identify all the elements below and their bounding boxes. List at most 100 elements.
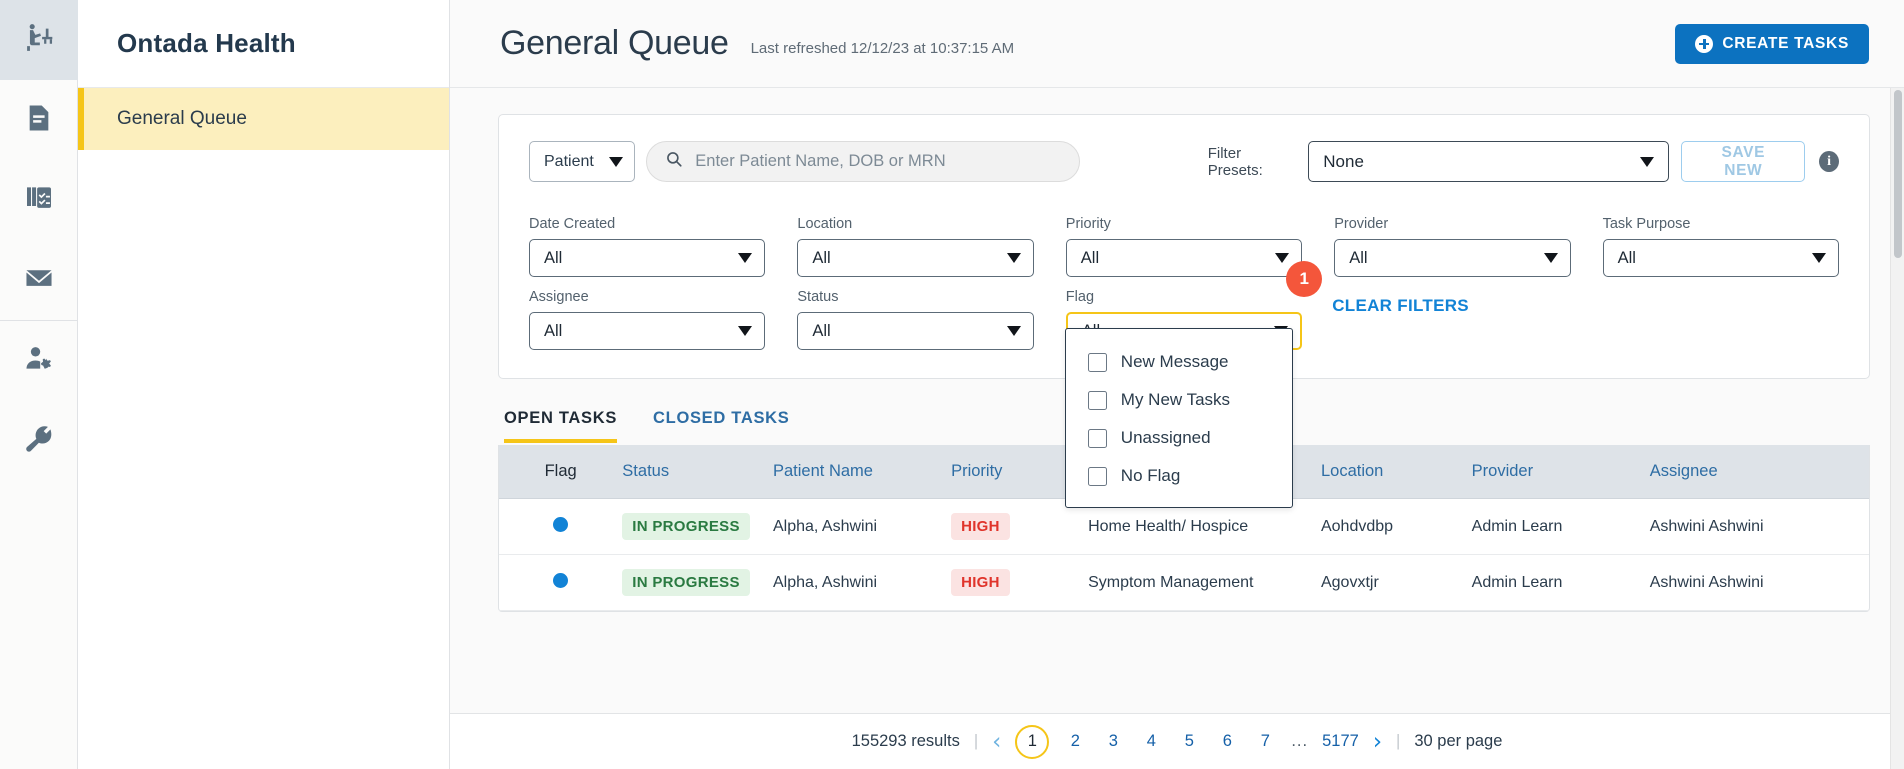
cell-status: IN PROGRESS xyxy=(622,554,773,611)
table-row[interactable]: IN PROGRESS Alpha, Ashwini HIGH Home Hea… xyxy=(499,498,1869,555)
filter-label: Date Created xyxy=(529,216,616,232)
cell-patient-name: Alpha, Ashwini xyxy=(772,554,952,611)
filter-value: All xyxy=(544,248,563,267)
sidebar-item-general-queue[interactable]: General Queue xyxy=(78,88,449,150)
filter-value: All xyxy=(1617,248,1636,267)
filter-select[interactable]: All xyxy=(529,239,766,277)
column-header-patient-name[interactable]: Patient Name xyxy=(772,445,952,499)
filter-label: Provider xyxy=(1334,216,1389,232)
filter-select[interactable]: All xyxy=(1065,239,1303,277)
filters-grid: Date Created All Location All xyxy=(529,216,1839,508)
clear-filters-button[interactable]: CLEAR FILTERS xyxy=(1332,296,1469,315)
document-icon xyxy=(23,102,55,139)
rail-item-task-stack[interactable] xyxy=(0,160,78,240)
cell-priority: HIGH xyxy=(951,554,1089,611)
filter-select[interactable]: All xyxy=(529,312,766,350)
cell-location: Aohdvdbp xyxy=(1320,498,1472,555)
chevron-down-icon xyxy=(1006,326,1021,336)
search-field[interactable] xyxy=(646,141,1080,182)
cell-patient-name: Alpha, Ashwini xyxy=(772,498,952,555)
column-header-location[interactable]: Location xyxy=(1320,445,1472,499)
filter-presets-value: None xyxy=(1323,151,1364,171)
secondary-sidebar: Ontada Health General Queue xyxy=(78,0,450,769)
rail-item-document[interactable] xyxy=(0,80,78,160)
flag-option-label: No Flag xyxy=(1120,466,1181,485)
filter-presets-group: Filter Presets: None SAVE NEW i xyxy=(1208,141,1839,182)
filter-label: Assignee xyxy=(529,289,589,305)
info-icon[interactable]: i xyxy=(1819,151,1839,172)
tab-closed-tasks[interactable]: CLOSED TASKS xyxy=(653,409,790,427)
filter-panel: Patient Filter Presets: None xyxy=(498,114,1870,508)
flag-option-no-flag[interactable]: No Flag xyxy=(1066,457,1292,495)
tab-open-tasks[interactable]: OPEN TASKS xyxy=(504,409,618,443)
flag-option-new-message[interactable]: New Message xyxy=(1066,343,1292,381)
filter-presets-select[interactable]: None xyxy=(1308,141,1670,182)
checkbox-icon[interactable] xyxy=(1087,466,1107,486)
create-tasks-label: CREATE TASKS xyxy=(1722,34,1849,52)
icon-rail xyxy=(0,0,78,769)
table-row[interactable]: IN PROGRESS Alpha, Ashwini HIGH Symptom … xyxy=(499,554,1869,611)
scrollbar-thumb[interactable] xyxy=(1894,90,1902,258)
filter-value: All xyxy=(544,321,563,340)
filter-label: Priority xyxy=(1065,216,1111,232)
task-tabs: OPEN TASKS CLOSED TASKS xyxy=(498,409,1870,443)
next-page-button[interactable]: › xyxy=(1372,728,1383,755)
chevron-down-icon xyxy=(609,156,624,167)
wrench-icon xyxy=(23,423,55,460)
column-header-status[interactable]: Status xyxy=(622,445,773,499)
page-7-button[interactable]: 7 xyxy=(1260,732,1270,750)
page-5-button[interactable]: 5 xyxy=(1184,732,1194,750)
checkbox-icon[interactable] xyxy=(1087,428,1107,448)
sidebar-item-label: General Queue xyxy=(117,108,247,129)
checkbox-icon[interactable] xyxy=(1087,352,1107,372)
vertical-scrollbar[interactable] xyxy=(1890,88,1904,769)
page-4-button[interactable]: 4 xyxy=(1146,732,1156,750)
cell-assignee: Ashwini Ashwini xyxy=(1649,498,1869,555)
patient-chair-icon xyxy=(22,21,56,60)
status-badge: IN PROGRESS xyxy=(622,569,750,596)
filter-value: All xyxy=(812,321,831,340)
create-tasks-button[interactable]: CREATE TASKS xyxy=(1675,23,1869,64)
filter-value: All xyxy=(1349,248,1368,267)
column-header-assignee[interactable]: Assignee xyxy=(1649,445,1869,499)
search-type-value: Patient xyxy=(544,152,594,170)
page-3-button[interactable]: 3 xyxy=(1108,732,1118,750)
filter-value: All xyxy=(812,248,831,267)
filter-select[interactable]: All xyxy=(1602,239,1839,277)
per-page-selector[interactable]: 30 per page xyxy=(1414,732,1503,750)
flag-option-label: Unassigned xyxy=(1120,428,1211,447)
filter-label: Location xyxy=(797,216,853,232)
page-6-button[interactable]: 6 xyxy=(1222,732,1232,750)
save-new-button[interactable]: SAVE NEW xyxy=(1681,141,1806,182)
filter-status: Status All xyxy=(797,289,1034,350)
search-type-select[interactable]: Patient xyxy=(529,141,636,182)
filter-date-created: Date Created All xyxy=(529,216,766,277)
filter-task-purpose: Task Purpose All xyxy=(1602,216,1839,277)
checkbox-icon[interactable] xyxy=(1087,390,1107,410)
pagination-divider: | xyxy=(1396,732,1401,750)
rail-item-patient-chair[interactable] xyxy=(0,0,78,80)
filter-flag: Flag All 1 CLEAR FILTERS New Message xyxy=(1064,261,1469,508)
page-1-button[interactable]: 1 xyxy=(1015,724,1050,759)
flag-option-my-new-tasks[interactable]: My New Tasks xyxy=(1066,381,1292,419)
search-input[interactable] xyxy=(695,152,1061,171)
page-title: General Queue xyxy=(500,24,729,62)
rail-item-user-settings[interactable] xyxy=(0,321,78,401)
rail-item-envelope[interactable] xyxy=(0,240,78,320)
search-icon xyxy=(665,150,683,173)
brand-title: Ontada Health xyxy=(78,0,449,88)
cell-priority: HIGH xyxy=(951,498,1089,555)
page-2-button[interactable]: 2 xyxy=(1070,732,1080,750)
column-header-provider[interactable]: Provider xyxy=(1471,445,1650,499)
status-badge: IN PROGRESS xyxy=(622,513,750,540)
chevron-down-icon xyxy=(1640,156,1655,167)
prev-page-button[interactable]: ‹ xyxy=(992,728,1002,755)
filter-select[interactable]: All xyxy=(797,312,1034,350)
last-page-button[interactable]: 5177 xyxy=(1322,732,1359,750)
cell-provider: Admin Learn xyxy=(1471,554,1650,611)
filter-select[interactable]: All xyxy=(797,239,1034,277)
flag-option-unassigned[interactable]: Unassigned xyxy=(1066,419,1292,457)
search-row: Patient Filter Presets: None xyxy=(529,141,1839,182)
filter-select[interactable]: All xyxy=(1334,239,1571,277)
rail-item-wrench[interactable] xyxy=(0,401,78,481)
